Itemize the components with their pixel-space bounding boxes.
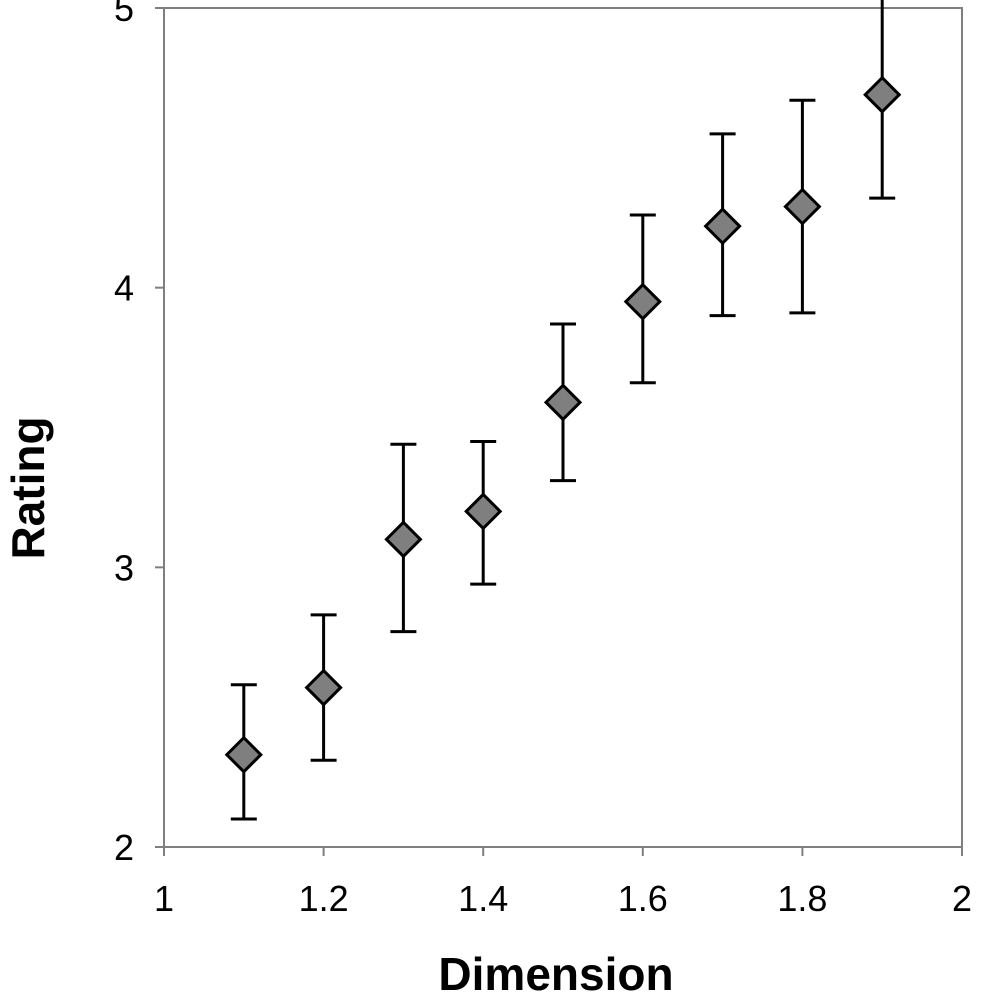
data-points bbox=[224, 75, 902, 774]
y-axis: 2 3 4 5 bbox=[114, 0, 164, 868]
error-bars bbox=[230, 0, 896, 821]
data-point-marker bbox=[464, 492, 503, 531]
x-tick-label: 2 bbox=[952, 878, 972, 919]
y-axis-title: Rating bbox=[2, 416, 54, 559]
x-axis-title: Dimension bbox=[438, 948, 673, 1000]
x-axis: 1 1.2 1.4 1.6 1.8 2 bbox=[154, 847, 972, 919]
y-tick-label: 5 bbox=[114, 0, 134, 29]
x-tick-label: 1 bbox=[154, 878, 174, 919]
y-tick-label: 3 bbox=[114, 547, 134, 588]
x-tick-label: 1.6 bbox=[618, 878, 668, 919]
y-tick-label: 2 bbox=[114, 827, 134, 868]
data-point-marker bbox=[703, 207, 742, 246]
data-point-marker bbox=[224, 735, 263, 774]
x-tick-label: 1.8 bbox=[777, 878, 827, 919]
data-point-marker bbox=[543, 383, 583, 422]
x-tick-label: 1.4 bbox=[458, 878, 508, 919]
data-point-marker bbox=[783, 187, 822, 226]
data-point-marker bbox=[863, 75, 902, 114]
y-tick-label: 4 bbox=[114, 268, 134, 309]
data-point-marker bbox=[304, 668, 343, 707]
data-point-marker bbox=[623, 282, 662, 321]
data-point-marker bbox=[384, 520, 423, 559]
x-tick-label: 1.2 bbox=[299, 878, 349, 919]
plot-frame bbox=[163, 7, 963, 848]
